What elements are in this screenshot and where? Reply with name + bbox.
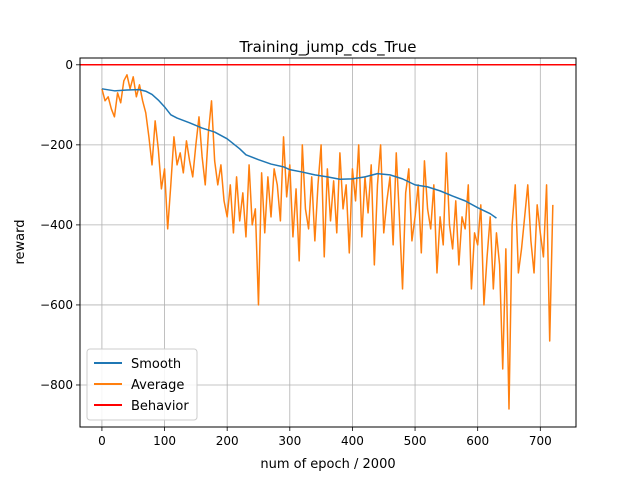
x-tick-label: 600 bbox=[466, 434, 489, 448]
x-axis-label: num of epoch / 2000 bbox=[260, 457, 395, 472]
y-axis-label: reward bbox=[13, 219, 28, 264]
plot-frame bbox=[79, 57, 577, 428]
y-tick-label: −200 bbox=[40, 138, 73, 152]
y-tick-label: −800 bbox=[40, 378, 73, 392]
series-line-average bbox=[101, 74, 554, 410]
x-tick-label: 500 bbox=[404, 434, 427, 448]
y-tick-label: −400 bbox=[40, 218, 73, 232]
x-tick-label: 300 bbox=[278, 434, 301, 448]
x-ticks: 0 100 200 300 400 500 600 700 bbox=[98, 427, 552, 448]
x-tick-label: 400 bbox=[341, 434, 364, 448]
legend-box bbox=[86, 348, 198, 421]
legend-entry-smooth: Smooth bbox=[131, 357, 181, 372]
x-tick-label: 0 bbox=[98, 434, 106, 448]
series-layer bbox=[80, 64, 576, 410]
chart-title: Training_jump_cds_True bbox=[239, 38, 417, 57]
x-tick-label: 700 bbox=[529, 434, 552, 448]
y-ticks: 0 −200 −400 −600 −800 bbox=[40, 58, 80, 392]
x-tick-label: 200 bbox=[216, 434, 239, 448]
y-tick-label: 0 bbox=[65, 58, 73, 72]
y-tick-label: −600 bbox=[40, 298, 73, 312]
legend-entry-average: Average bbox=[131, 378, 184, 393]
legend-entry-behavior: Behavior bbox=[131, 399, 189, 414]
legend: Smooth Average Behavior bbox=[86, 348, 198, 421]
x-tick-label: 100 bbox=[153, 434, 176, 448]
series-line-smooth bbox=[101, 88, 497, 219]
